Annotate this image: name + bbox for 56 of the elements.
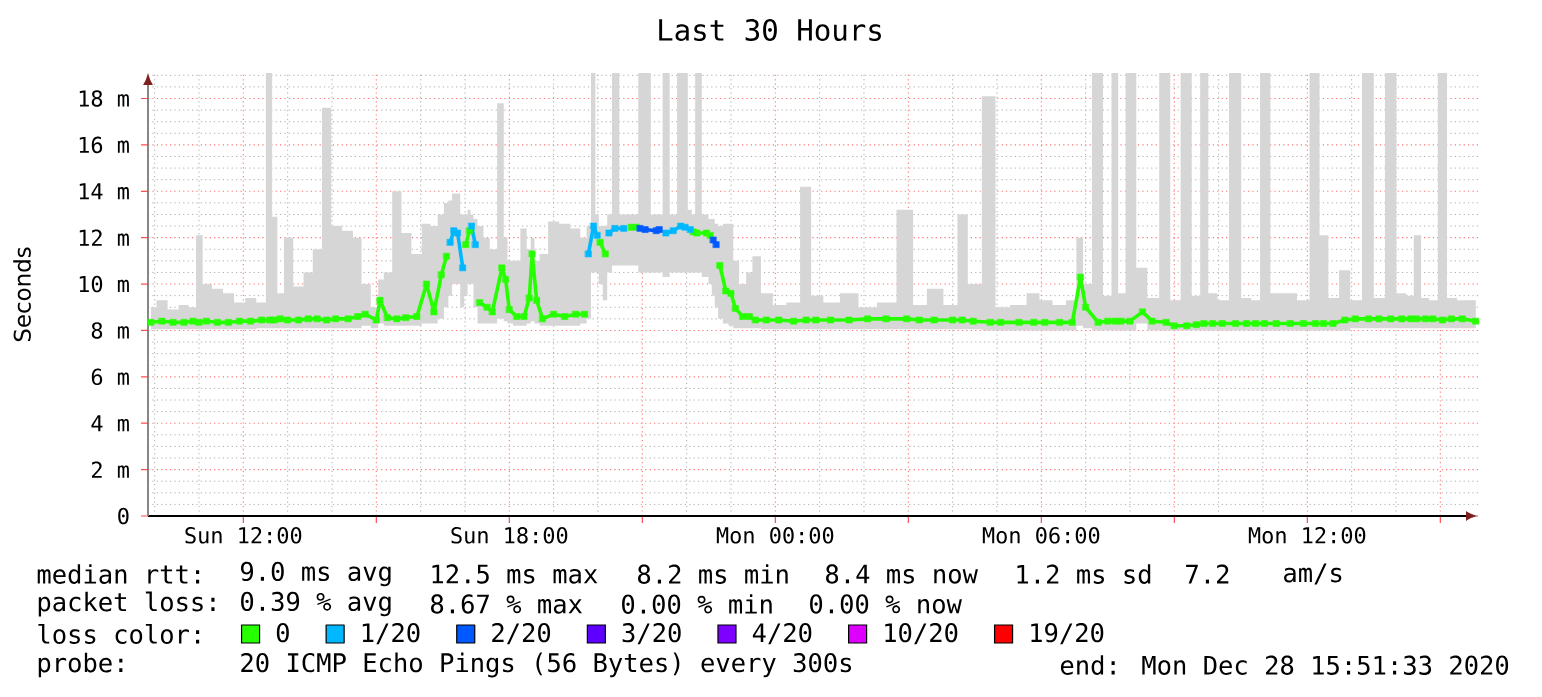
text: 8.67 % max xyxy=(431,594,582,614)
x-tick-label: Mon 12:00 xyxy=(1248,527,1366,544)
point xyxy=(641,226,649,233)
y-tick-label: 6 m xyxy=(91,368,129,386)
text: 0.00 % now xyxy=(810,594,962,614)
chart-title: Last 30 Hours xyxy=(659,18,881,41)
x-tick-label: Mon 00:00 xyxy=(716,527,834,544)
legend-label: 10/20 xyxy=(885,623,958,645)
point xyxy=(585,250,592,258)
y-tick-label: 14 m xyxy=(79,183,129,200)
point xyxy=(590,222,597,230)
point xyxy=(472,241,479,248)
point xyxy=(605,229,613,237)
y-tick-label: 2 m xyxy=(92,461,129,478)
point xyxy=(620,225,628,232)
legend-label: 4/20 xyxy=(752,623,812,645)
point xyxy=(446,239,454,246)
y-axis-title: Seconds xyxy=(13,247,31,342)
point xyxy=(593,232,601,239)
legend-label: 0 xyxy=(276,623,289,643)
text: 0.39 % avg xyxy=(241,591,391,617)
text: 0.00 % min xyxy=(622,594,772,614)
text: 20 ICMP Echo Pings (56 Bytes) every 300s xyxy=(241,652,852,678)
text: packet loss: xyxy=(38,591,215,617)
y-tick-label: 10 m xyxy=(79,275,129,293)
text: 8.4 ms now xyxy=(826,564,978,584)
y-tick-label: 18 m xyxy=(79,90,129,107)
point xyxy=(670,227,677,235)
x-tick-label: Sun 18:00 xyxy=(451,527,568,544)
y-tick-label: 16 m xyxy=(79,136,129,154)
y-tick-label: 0 xyxy=(118,507,129,525)
legend-label: 2/20 xyxy=(492,623,551,645)
text: 9.0 ms avg xyxy=(241,561,391,587)
point xyxy=(454,229,461,237)
y-tick-label: 4 m xyxy=(91,415,129,432)
text: am/s xyxy=(1284,563,1342,585)
x-tick-label: Mon 06:00 xyxy=(982,527,1100,544)
y-tick-label: 8 m xyxy=(91,322,129,339)
legend-label: 19/20 xyxy=(1031,623,1104,645)
text: median rtt: xyxy=(37,564,200,584)
text: 1.2 ms sd xyxy=(1017,564,1151,584)
legend-label: 3/20 xyxy=(622,623,681,645)
text: end: Mon Dec 28 15:51:33 2020 xyxy=(1060,655,1509,675)
text: probe: xyxy=(38,652,123,678)
text: 7.2 xyxy=(1186,564,1229,584)
point xyxy=(611,225,619,232)
point xyxy=(712,241,720,248)
text: 12.5 ms max xyxy=(432,564,598,584)
point xyxy=(662,229,670,237)
legend-label: 1/20 xyxy=(362,623,420,645)
point xyxy=(468,222,475,230)
x-tick-label: Sun 12:00 xyxy=(185,527,302,544)
text: 8.2 ms min xyxy=(638,564,788,584)
point xyxy=(459,264,467,272)
y-tick-label: 12 m xyxy=(79,229,129,246)
legend-title: loss color: xyxy=(38,624,200,644)
